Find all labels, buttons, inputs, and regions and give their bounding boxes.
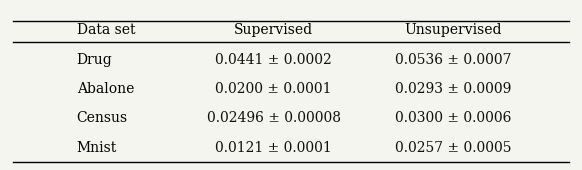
Text: 0.0121 ± 0.0001: 0.0121 ± 0.0001 xyxy=(215,141,332,155)
Text: 0.02496 ± 0.00008: 0.02496 ± 0.00008 xyxy=(207,112,340,125)
Text: 0.0293 ± 0.0009: 0.0293 ± 0.0009 xyxy=(395,82,512,96)
Text: 0.0200 ± 0.0001: 0.0200 ± 0.0001 xyxy=(215,82,332,96)
Text: Unsupervised: Unsupervised xyxy=(404,23,502,37)
Text: Abalone: Abalone xyxy=(77,82,134,96)
Text: Drug: Drug xyxy=(77,53,112,67)
Text: Data set: Data set xyxy=(77,23,135,37)
Text: 0.0300 ± 0.0006: 0.0300 ± 0.0006 xyxy=(395,112,512,125)
Text: 0.0441 ± 0.0002: 0.0441 ± 0.0002 xyxy=(215,53,332,67)
Text: 0.0536 ± 0.0007: 0.0536 ± 0.0007 xyxy=(395,53,512,67)
Text: 0.0257 ± 0.0005: 0.0257 ± 0.0005 xyxy=(395,141,512,155)
Text: Census: Census xyxy=(77,112,128,125)
Text: Mnist: Mnist xyxy=(77,141,117,155)
Text: Supervised: Supervised xyxy=(234,23,313,37)
